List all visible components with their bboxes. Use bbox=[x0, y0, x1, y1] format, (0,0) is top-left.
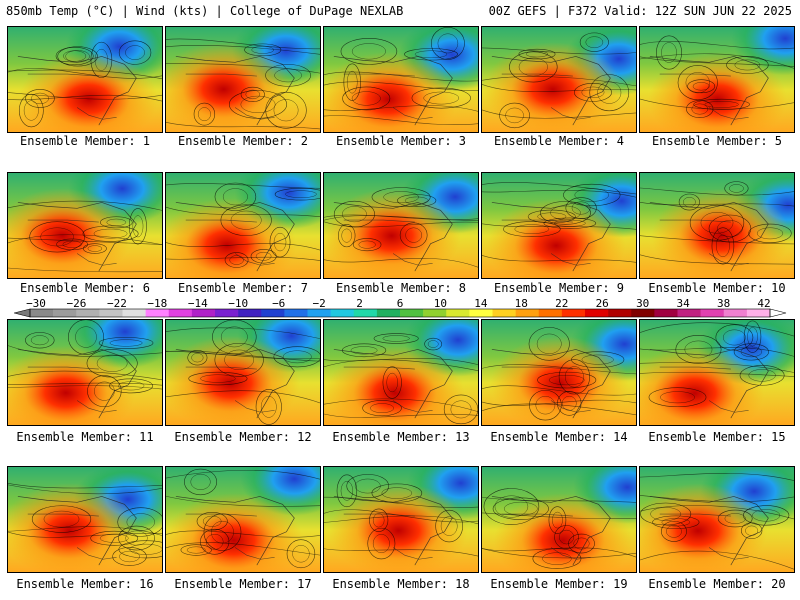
colorbar-swatch bbox=[353, 309, 378, 317]
ensemble-member-label: Ensemble Member: 13 bbox=[332, 430, 470, 444]
ensemble-map-panel bbox=[481, 466, 637, 573]
colorbar-swatch bbox=[238, 309, 262, 317]
ensemble-map-panel bbox=[165, 172, 321, 279]
colorbar-swatch bbox=[76, 309, 100, 317]
colorbar-swatch bbox=[677, 309, 701, 317]
ensemble-map-panel bbox=[323, 319, 479, 426]
colorbar-tick-label: 42 bbox=[757, 299, 770, 310]
ensemble-member-label: Ensemble Member: 9 bbox=[493, 281, 625, 295]
colorbar-tick-label: 14 bbox=[474, 299, 488, 310]
colorbar-swatch bbox=[723, 309, 748, 317]
ensemble-member-label: Ensemble Member: 2 bbox=[177, 134, 309, 148]
colorbar-swatch bbox=[191, 309, 216, 317]
colorbar-tick-label: −30 bbox=[26, 299, 46, 310]
colorbar-swatch bbox=[400, 309, 424, 317]
ensemble-map-panel bbox=[165, 466, 321, 573]
colorbar-swatch bbox=[53, 309, 77, 317]
ensemble-member-label: Ensemble Member: 12 bbox=[174, 430, 312, 444]
ensemble-member-label: Ensemble Member: 17 bbox=[174, 577, 312, 591]
colorbar-swatch bbox=[446, 309, 470, 317]
colorbar-swatch bbox=[423, 309, 447, 317]
colorbar-swatch bbox=[284, 309, 308, 317]
colorbar-tick-label: 38 bbox=[717, 299, 730, 310]
colorbar-tick-label: −6 bbox=[272, 299, 285, 310]
colorbar-tick-label: 30 bbox=[636, 299, 649, 310]
colorbar-tick-label: 6 bbox=[397, 299, 404, 310]
ensemble-map-panel bbox=[639, 26, 795, 133]
colorbar-swatch bbox=[330, 309, 355, 317]
colorbar-tick-label: 26 bbox=[596, 299, 609, 310]
colorbar-swatch bbox=[168, 309, 193, 317]
ensemble-member-label: Ensemble Member: 6 bbox=[19, 281, 151, 295]
colorbar-swatch bbox=[700, 309, 725, 317]
ensemble-member-label: Ensemble Member: 3 bbox=[335, 134, 467, 148]
ensemble-map-panel bbox=[323, 466, 479, 573]
ensemble-member-label: Ensemble Member: 10 bbox=[648, 281, 786, 295]
ensemble-map-panel bbox=[639, 466, 795, 573]
colorbar-swatch bbox=[515, 309, 540, 317]
ensemble-member-label: Ensemble Member: 18 bbox=[332, 577, 470, 591]
colorbar-tick-label: −2 bbox=[312, 299, 325, 310]
colorbar-swatch bbox=[376, 309, 401, 317]
ensemble-map-panel bbox=[481, 319, 637, 426]
ensemble-member-label: Ensemble Member: 7 bbox=[177, 281, 309, 295]
colorbar-swatch bbox=[261, 309, 285, 317]
valid-time: 00Z GEFS | F372 Valid: 12Z SUN JUN 22 20… bbox=[488, 4, 792, 18]
ensemble-map-panel bbox=[7, 172, 163, 279]
colorbar-swatch bbox=[307, 309, 331, 317]
colorbar-swatch bbox=[654, 309, 678, 317]
colorbar-tick-label: −22 bbox=[107, 299, 127, 310]
colorbar-tick-label: −14 bbox=[188, 299, 208, 310]
ensemble-map-panel bbox=[165, 26, 321, 133]
ensemble-map-panel bbox=[165, 319, 321, 426]
ensemble-member-label: Ensemble Member: 1 bbox=[19, 134, 151, 148]
ensemble-map-panel bbox=[323, 26, 479, 133]
colorbar-swatch bbox=[585, 309, 609, 317]
ensemble-member-label: Ensemble Member: 19 bbox=[490, 577, 628, 591]
colorbar-tick-label: 10 bbox=[434, 299, 447, 310]
colorbar-swatch bbox=[145, 309, 170, 317]
colorbar-tick-label: −26 bbox=[66, 299, 86, 310]
ensemble-member-label: Ensemble Member: 4 bbox=[493, 134, 625, 148]
colorbar-tick-label: 22 bbox=[555, 299, 568, 310]
colorbar-tick-label: −10 bbox=[228, 299, 248, 310]
ensemble-member-label: Ensemble Member: 16 bbox=[16, 577, 154, 591]
ensemble-map-panel bbox=[639, 319, 795, 426]
ensemble-map-panel bbox=[481, 172, 637, 279]
ensemble-member-label: Ensemble Member: 14 bbox=[490, 430, 628, 444]
colorbar-swatch bbox=[746, 309, 771, 317]
ensemble-member-label: Ensemble Member: 20 bbox=[648, 577, 786, 591]
colorbar-tick-label: −18 bbox=[147, 299, 167, 310]
ensemble-member-label: Ensemble Member: 15 bbox=[648, 430, 786, 444]
ensemble-member-label: Ensemble Member: 11 bbox=[16, 430, 154, 444]
ensemble-map-panel bbox=[7, 466, 163, 573]
colorbar-tick-label: 2 bbox=[356, 299, 363, 310]
ensemble-map-panel bbox=[481, 26, 637, 133]
map-title: 850mb Temp (°C) | Wind (kts) | College o… bbox=[6, 4, 404, 18]
colorbar-swatch bbox=[492, 309, 516, 317]
colorbar-tick-label: 18 bbox=[515, 299, 528, 310]
colorbar-tick-label: 34 bbox=[676, 299, 690, 310]
ensemble-map-panel bbox=[323, 172, 479, 279]
colorbar-swatch bbox=[99, 309, 123, 317]
colorbar-swatch bbox=[561, 309, 586, 317]
ensemble-member-label: Ensemble Member: 8 bbox=[335, 281, 467, 295]
colorbar-swatch bbox=[608, 309, 632, 317]
temperature-colorbar: −30 −26 −22 −18 −14 −10 −6 −2 2 6 10 14 18 22 26 30 34 38… bbox=[14, 299, 787, 318]
colorbar-swatch bbox=[538, 309, 563, 317]
ensemble-member-label: Ensemble Member: 5 bbox=[651, 134, 783, 148]
colorbar-swatch bbox=[469, 309, 493, 317]
ensemble-map-panel bbox=[7, 319, 163, 426]
colorbar-swatch bbox=[122, 309, 146, 317]
ensemble-map-panel bbox=[7, 26, 163, 133]
ensemble-map-panel bbox=[639, 172, 795, 279]
colorbar-swatch bbox=[30, 309, 54, 317]
colorbar-swatch bbox=[631, 309, 655, 317]
colorbar-swatch bbox=[215, 309, 239, 317]
